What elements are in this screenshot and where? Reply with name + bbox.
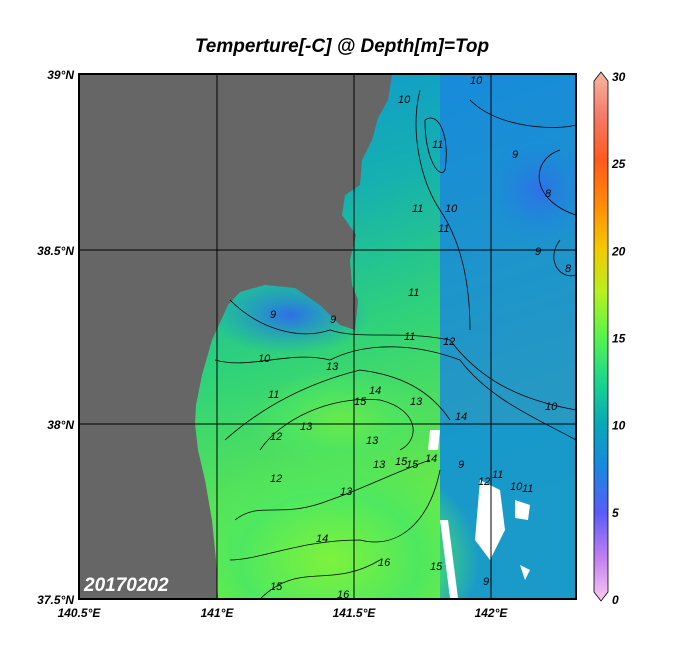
colorbar-tick-5: 5 [612, 506, 619, 520]
lon-tick-141: 141°E [201, 606, 235, 620]
contour-label-13: 13 [373, 459, 386, 471]
contour-label-14: 14 [316, 533, 328, 545]
land-mass [79, 74, 392, 599]
contour-label-16: 16 [337, 589, 350, 601]
contour-label-14: 14 [425, 453, 437, 465]
contour-label-13: 13 [340, 486, 353, 498]
lon-tick-141-5: 141.5°E [333, 606, 377, 620]
colorbar: 30 25 20 15 10 5 0 [593, 70, 626, 607]
contour-label-9: 9 [483, 576, 489, 588]
cold-offshore-field [440, 74, 576, 424]
contour-label-11: 11 [522, 483, 533, 495]
colorbar-tick-20: 20 [611, 244, 626, 258]
warm-core-field [180, 450, 480, 599]
contour-label-12: 12 [443, 336, 455, 348]
contour-label-11: 11 [408, 287, 419, 299]
lat-tick-38: 38°N [47, 418, 74, 432]
lat-tick-37-5: 37.5°N [37, 593, 74, 607]
colorbar-tick-15: 15 [612, 332, 626, 346]
cold-eddy-field [480, 130, 576, 250]
contour-label-11: 11 [432, 139, 443, 151]
warm-tongue-field [250, 370, 430, 470]
contour-label-14: 14 [369, 385, 381, 397]
lon-tick-142: 142°E [475, 606, 509, 620]
contour-label-13: 13 [410, 396, 423, 408]
ocean-data-view-watermark: Ocean Data View [579, 524, 589, 597]
contour-label-13: 13 [326, 361, 339, 373]
contour-label-8: 8 [545, 188, 552, 200]
contour-label-11: 11 [268, 389, 279, 401]
contour-label-10: 10 [470, 75, 483, 87]
contour-label-14: 14 [455, 411, 467, 423]
contour-label-11: 11 [438, 223, 449, 235]
colorbar-tick-10: 10 [612, 419, 626, 433]
contour-label-10: 10 [258, 353, 271, 365]
contour-label-16: 16 [378, 557, 391, 569]
grid-lines [79, 74, 576, 599]
colorbar-tick-0: 0 [612, 593, 619, 607]
contour-label-12: 12 [270, 431, 282, 443]
contour-label-15: 15 [354, 396, 367, 408]
contour-label-9: 9 [330, 314, 336, 326]
contour-label-9: 9 [535, 246, 541, 258]
contour-label-9: 9 [512, 149, 518, 161]
lat-tick-38-5: 38.5°N [37, 244, 74, 258]
colorbar-bar [593, 71, 609, 602]
map-frame [78, 73, 577, 600]
no-data-patches [428, 430, 530, 598]
contour-label-15: 15 [406, 459, 419, 471]
contour-label-10: 10 [445, 203, 458, 215]
contour-label-9: 9 [458, 459, 464, 471]
contour-label-13: 13 [300, 421, 313, 433]
contour-label-12: 12 [270, 473, 282, 485]
map-title: Temperture[-C] @ Depth[m]=Top [194, 36, 490, 57]
contour-lines [214, 89, 576, 599]
contour-label-15: 15 [430, 561, 443, 573]
lon-tick-140-5: 140.5°E [58, 606, 102, 620]
lon-tick-labels: 140.5°E 141°E 141.5°E 142°E [58, 606, 509, 620]
contour-label-9: 9 [270, 309, 276, 321]
contour-label-8: 8 [565, 263, 572, 275]
contour-label-11: 11 [412, 203, 423, 215]
contour-label-13: 13 [366, 435, 379, 447]
contour-label-10: 10 [510, 481, 523, 493]
contour-label-11: 11 [492, 469, 503, 481]
colorbar-tick-labels: 30 25 20 15 10 5 0 [611, 70, 626, 607]
contour-label-15: 15 [270, 581, 283, 593]
contour-label-10: 10 [398, 94, 411, 106]
colorbar-tick-30: 30 [612, 70, 626, 84]
date-label: 20170202 [83, 575, 169, 596]
lat-tick-39: 39°N [47, 68, 74, 82]
contour-label-11: 11 [404, 331, 415, 343]
contour-label-12: 12 [478, 476, 490, 488]
lat-tick-labels: 39°N 38.5°N 38°N 37.5°N [37, 68, 74, 607]
contour-label-10: 10 [545, 401, 558, 413]
colorbar-tick-25: 25 [611, 157, 626, 171]
contour-label-15: 15 [395, 456, 408, 468]
